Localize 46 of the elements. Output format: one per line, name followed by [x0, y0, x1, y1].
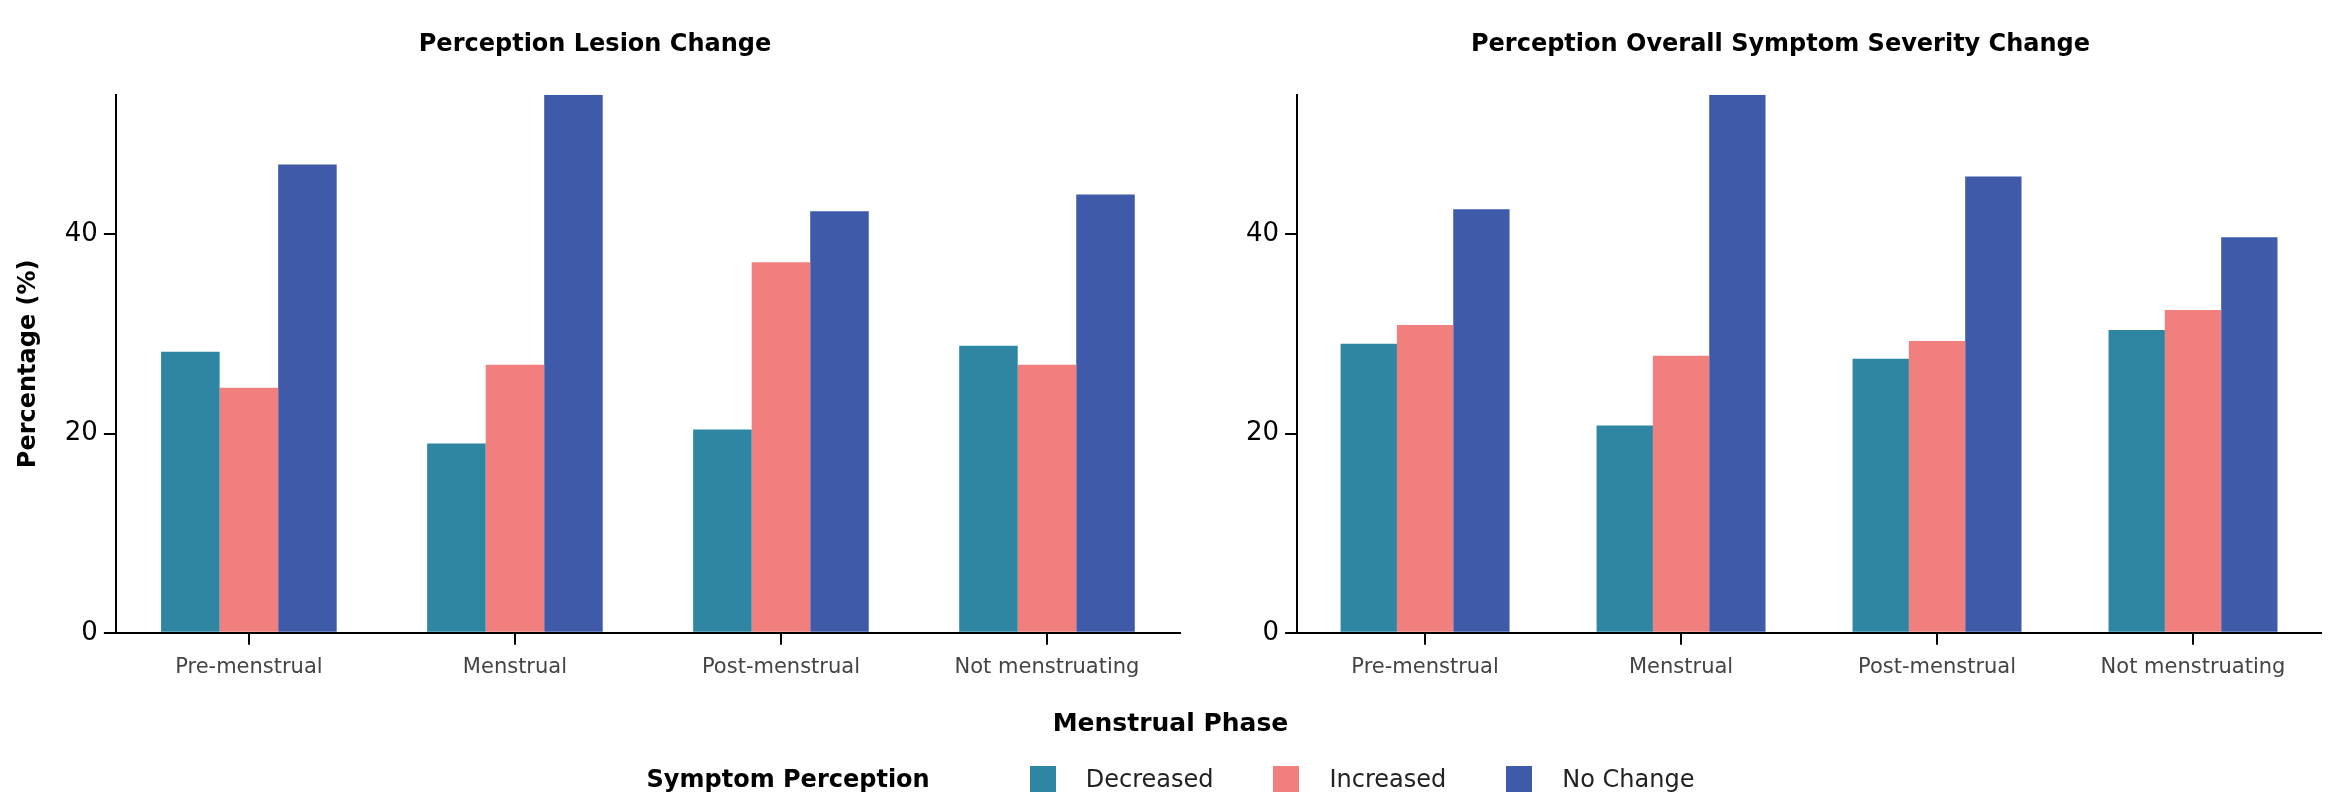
x-tick-label: Menstrual — [1628, 653, 1734, 678]
x-axis-title: Menstrual Phase — [1051, 708, 1290, 737]
bar — [485, 364, 545, 632]
x-tick-label: Post-menstrual — [701, 653, 860, 678]
bar — [959, 345, 1018, 632]
bar — [2108, 329, 2165, 632]
bar — [810, 211, 869, 632]
chart-title: Perception Lesion Change — [418, 28, 772, 57]
legend-label: Increased — [1329, 765, 1447, 793]
bar — [1017, 364, 1077, 632]
y-tick-label: 20 — [64, 416, 98, 447]
bar — [1709, 94, 1766, 632]
bar — [161, 351, 220, 632]
bar — [1396, 324, 1454, 632]
bar — [693, 429, 752, 632]
legend-title: Symptom Perception — [646, 765, 930, 793]
bar — [1076, 194, 1135, 632]
bar — [1852, 358, 1909, 632]
x-tick-label: Pre-menstrual — [175, 653, 323, 678]
bar — [278, 164, 337, 632]
bar — [2164, 310, 2222, 632]
y-tick-label: 0 — [1262, 615, 1280, 646]
bar — [751, 262, 811, 632]
y-tick-label: 20 — [1245, 416, 1280, 447]
y-axis-title: Percentage (%) — [12, 259, 41, 469]
x-tick-label: Post-menstrual — [1858, 653, 2017, 678]
bar — [427, 443, 486, 632]
legend-label: No Change — [1562, 765, 1695, 793]
bar — [544, 94, 603, 632]
legend-label: Decreased — [1085, 765, 1214, 793]
bar — [1965, 176, 2022, 632]
x-tick-label: Not menstruating — [954, 653, 1140, 678]
x-tick-label: Not menstruating — [2100, 653, 2286, 678]
bar — [219, 387, 279, 632]
y-tick-label: 40 — [64, 217, 98, 248]
bar — [1908, 340, 1966, 632]
bar — [1453, 209, 1510, 632]
y-tick-label: 0 — [81, 615, 98, 646]
bar — [2221, 237, 2278, 632]
chart-title: Perception Overall Symptom Severity Change — [1470, 28, 2091, 57]
x-tick-label: Pre-menstrual — [1351, 653, 1499, 678]
y-tick-label: 40 — [1245, 217, 1280, 248]
x-tick-label: Menstrual — [462, 653, 568, 678]
bar — [1340, 343, 1397, 632]
bar — [1652, 355, 1710, 632]
bar — [1596, 425, 1653, 632]
